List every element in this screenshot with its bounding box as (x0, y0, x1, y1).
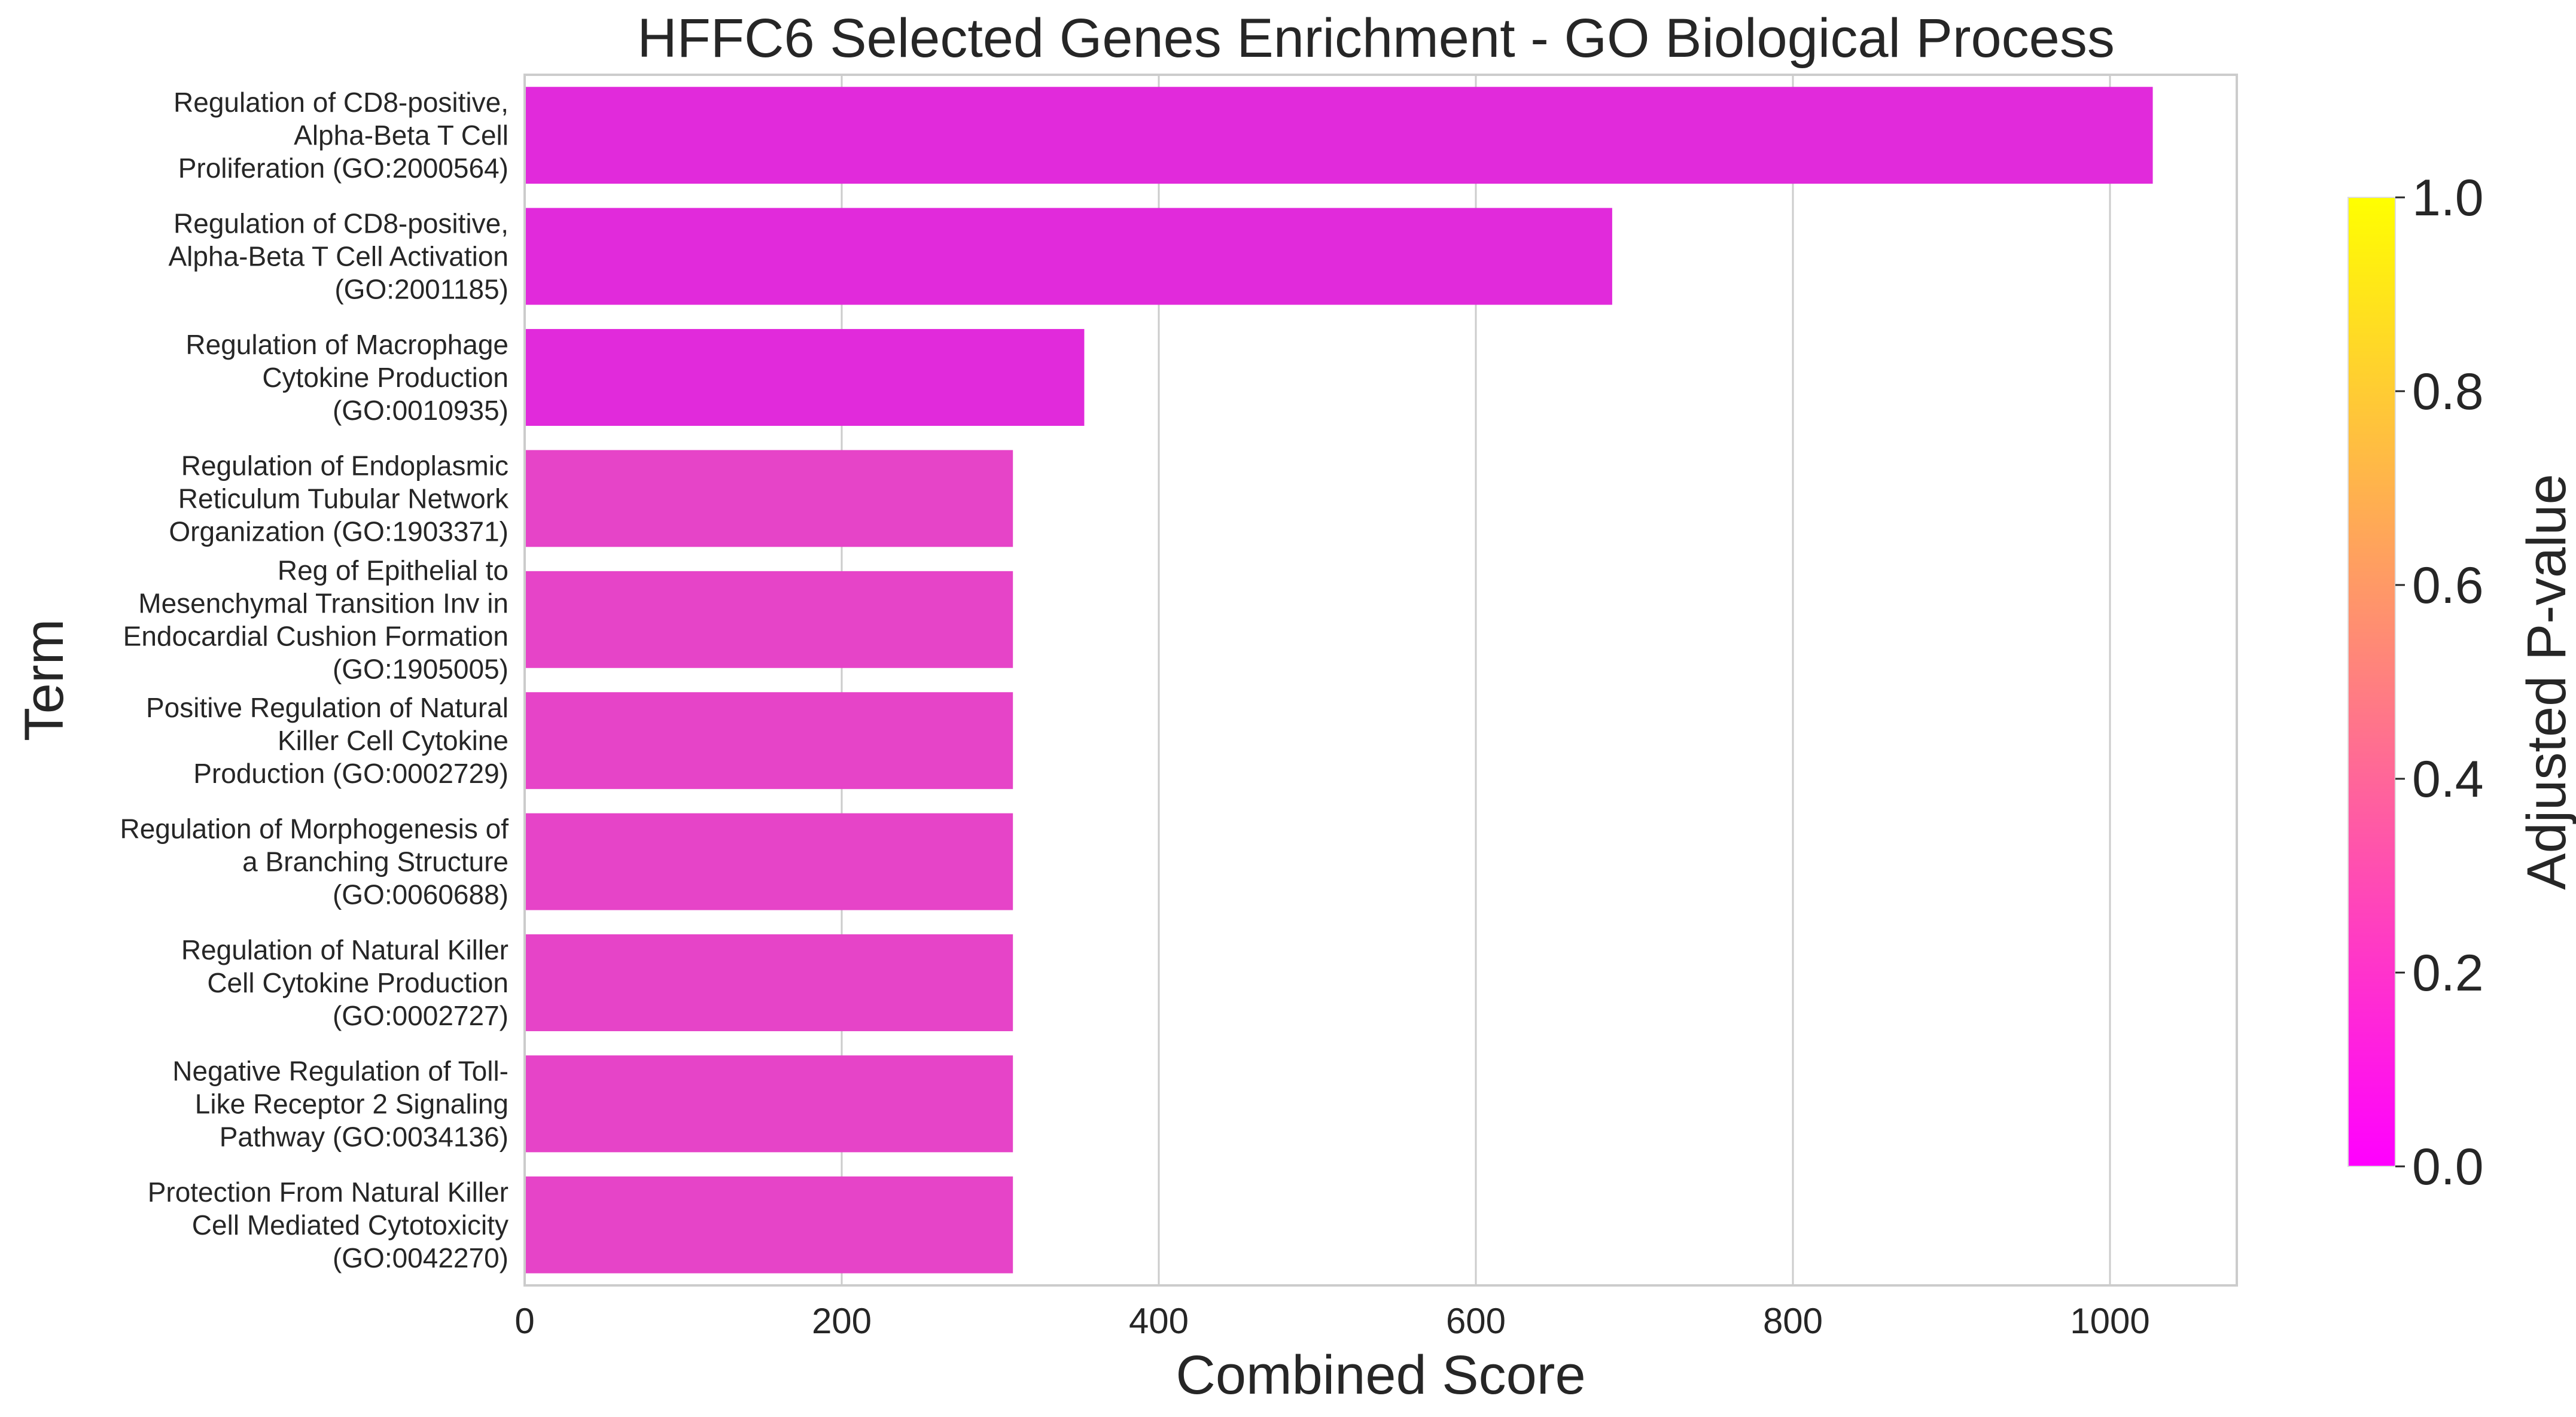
colorbar-tick-label: 0.8 (2412, 363, 2484, 420)
colorbar-tick-label: 0.4 (2412, 751, 2484, 808)
y-axis-label: Term (14, 619, 75, 741)
plot-frame (523, 74, 2238, 1287)
colorbar-tick-label: 1.0 (2412, 169, 2484, 227)
colorbar-tick-label: 0.2 (2412, 944, 2484, 1002)
x-axis-label: Combined Score (1176, 1345, 1585, 1406)
term-label: Positive Regulation of Natural Killer Cel… (146, 692, 508, 789)
x-tick-labels: 0 200 400 600 800 1000 (514, 1301, 2149, 1341)
term-label: Protection From Natural Killer Cell Media… (148, 1177, 508, 1273)
term-label: Regulation of CD8-positive, Alpha-Beta T … (168, 208, 508, 305)
x-tick-label: 0 (514, 1301, 534, 1341)
term-label: Regulation of Natural Killer Cell Cytokin… (181, 934, 508, 1031)
bar (525, 813, 1013, 910)
bar (525, 208, 1612, 305)
term-label: Regulation of CD8-positive, Alpha-Beta T … (173, 87, 508, 184)
colorbar-tick-label: 0.0 (2412, 1138, 2484, 1196)
bar (525, 450, 1013, 547)
bar (525, 571, 1013, 668)
colorbar (2347, 197, 2396, 1167)
colorbar-ticks: 0.0 0.2 0.4 0.6 0.8 1.0 (2395, 169, 2484, 1196)
bar (525, 692, 1013, 790)
bar (525, 87, 2153, 184)
bar (525, 1055, 1013, 1153)
colorbar-tick-label: 0.6 (2412, 557, 2484, 614)
term-labels: Regulation of CD8-positive, Alpha-Beta T … (120, 87, 509, 1273)
bar (525, 934, 1013, 1031)
bar (525, 329, 1085, 426)
term-label: Regulation of Endoplasmic Reticulum Tubul… (169, 450, 509, 547)
term-label: Regulation of Macrophage Cytokine Product… (185, 329, 508, 426)
x-tick-label: 1000 (2070, 1301, 2149, 1341)
bars (525, 87, 2153, 1273)
term-label: Regulation of Morphogenesis of a Branchin… (120, 813, 508, 910)
x-tick-label: 800 (1763, 1301, 1823, 1341)
chart-title: HFFC6 Selected Genes Enrichment - GO Bio… (637, 8, 2115, 69)
bar (525, 1176, 1013, 1273)
x-tick-label: 200 (812, 1301, 872, 1341)
x-tick-label: 400 (1129, 1301, 1189, 1341)
colorbar-label: Adjusted P-value (2516, 474, 2576, 890)
term-label: Negative Regulation of Toll-Like Recepto… (172, 1055, 508, 1152)
term-label: Reg of Epithelial to Mesenchymal Transiti… (123, 554, 508, 684)
x-tick-label: 600 (1446, 1301, 1506, 1341)
